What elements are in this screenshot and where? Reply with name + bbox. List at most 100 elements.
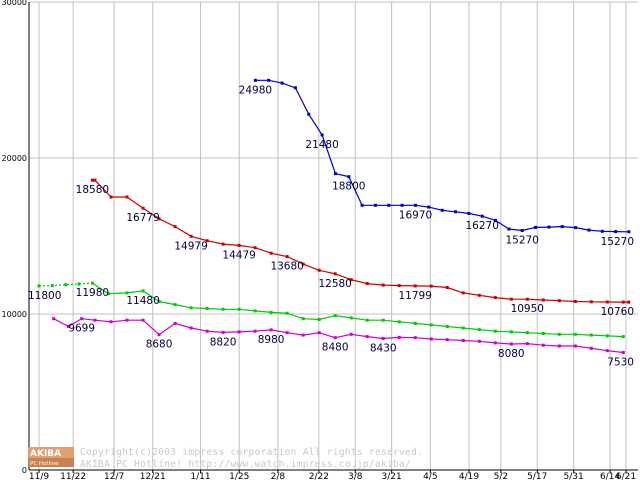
point-blue bbox=[614, 230, 618, 234]
point-green bbox=[253, 309, 257, 313]
point-red bbox=[445, 286, 449, 289]
point-green bbox=[221, 307, 225, 311]
y-tick-label: 10000 bbox=[2, 310, 27, 319]
point-red bbox=[237, 243, 241, 247]
point-green bbox=[37, 284, 41, 288]
data-label-blue: 16970 bbox=[399, 209, 432, 221]
point-green bbox=[157, 300, 161, 303]
point-blue bbox=[587, 228, 591, 232]
point-magenta bbox=[557, 344, 561, 348]
point-green bbox=[285, 311, 289, 315]
point-red bbox=[627, 300, 631, 304]
point-blue bbox=[494, 218, 497, 222]
point-red bbox=[605, 300, 609, 304]
point-red bbox=[349, 278, 353, 282]
data-label-red: 10760 bbox=[601, 306, 634, 318]
point-red bbox=[621, 300, 625, 304]
point-red bbox=[141, 206, 145, 210]
data-label-red: 13680 bbox=[270, 261, 303, 273]
point-blue bbox=[560, 225, 564, 229]
point-magenta bbox=[253, 329, 257, 333]
point-green bbox=[541, 332, 545, 335]
point-blue bbox=[627, 230, 631, 234]
data-label-magenta: 9699 bbox=[68, 323, 95, 335]
point-blue bbox=[534, 225, 537, 229]
y-axis-ticks: 0 10000 20000 30000 bbox=[2, 0, 27, 475]
point-green bbox=[64, 283, 68, 287]
point-blue bbox=[440, 208, 444, 212]
point-red bbox=[573, 300, 577, 303]
point-blue bbox=[307, 112, 311, 116]
point-blue bbox=[507, 227, 511, 231]
point-green bbox=[477, 328, 481, 332]
point-green bbox=[189, 306, 193, 310]
data-label-red: 10950 bbox=[511, 303, 544, 315]
point-magenta bbox=[189, 326, 193, 330]
point-green bbox=[557, 332, 561, 336]
point-blue bbox=[574, 226, 578, 230]
point-blue bbox=[414, 203, 417, 207]
point-green bbox=[50, 284, 54, 288]
point-green bbox=[173, 303, 177, 307]
point-red bbox=[109, 195, 113, 199]
point-magenta bbox=[461, 339, 465, 342]
point-red bbox=[429, 284, 433, 288]
point-green bbox=[141, 289, 145, 293]
logo-top-box bbox=[28, 447, 74, 458]
point-magenta bbox=[397, 335, 401, 339]
point-magenta bbox=[365, 335, 369, 339]
series-line-green-dotted bbox=[38, 282, 93, 287]
point-red bbox=[125, 195, 129, 199]
point-green bbox=[205, 307, 209, 310]
x-tick-label: 4/19 bbox=[459, 472, 479, 480]
x-tick-label: 1/25 bbox=[229, 472, 249, 480]
data-label-blue: 21480 bbox=[305, 139, 338, 151]
point-magenta bbox=[509, 342, 513, 346]
point-red bbox=[301, 262, 305, 266]
data-label-red: 14479 bbox=[222, 249, 255, 261]
point-green bbox=[106, 292, 110, 296]
data-label-blue: 15270 bbox=[506, 235, 539, 247]
point-green bbox=[509, 330, 513, 334]
x-axis-ticks: 11/9 11/22 12/7 12/21 1/11 1/25 2/8 2/22 3/8 3/21… bbox=[29, 470, 636, 480]
series-group bbox=[37, 78, 631, 354]
point-magenta bbox=[541, 343, 545, 347]
data-label-red: 14979 bbox=[174, 240, 207, 252]
point-blue bbox=[427, 205, 431, 209]
x-tick-label: 5/31 bbox=[564, 472, 584, 480]
point-red bbox=[397, 284, 401, 288]
x-tick-label: 2/22 bbox=[309, 472, 329, 480]
x-tick-label: 12/21 bbox=[140, 472, 166, 480]
point-green bbox=[493, 329, 497, 333]
x-tick-label: 11/22 bbox=[60, 472, 86, 480]
data-label-green: 11980 bbox=[76, 287, 109, 299]
point-blue bbox=[520, 229, 524, 232]
point-green bbox=[573, 332, 577, 336]
data-label-green: 11480 bbox=[126, 295, 159, 307]
point-red bbox=[493, 296, 497, 300]
data-labels: 24980 21480 18800 16970 16270 15270 15270 18580… bbox=[28, 84, 634, 368]
point-blue bbox=[267, 78, 271, 82]
point-blue bbox=[400, 203, 404, 207]
x-tick-label: 3/21 bbox=[382, 472, 402, 480]
point-red bbox=[173, 225, 177, 229]
point-magenta bbox=[93, 318, 97, 322]
data-label-magenta: 7530 bbox=[607, 357, 634, 369]
x-tick-label: 3/8 bbox=[348, 472, 363, 480]
x-tick-label: 4/5 bbox=[423, 472, 437, 480]
point-red bbox=[461, 291, 465, 295]
x-tick-label: 5/17 bbox=[527, 472, 547, 480]
data-label-magenta: 8480 bbox=[322, 342, 349, 354]
point-green bbox=[301, 317, 305, 321]
data-label-blue: 24980 bbox=[239, 84, 272, 96]
y-tick-label: 30000 bbox=[2, 0, 27, 7]
point-blue bbox=[454, 210, 457, 214]
point-green bbox=[589, 333, 593, 337]
site-url-text: AKIBA PC Hotline! http://www.watch.impre… bbox=[80, 459, 411, 470]
data-label-blue: 16270 bbox=[465, 220, 498, 232]
point-blue bbox=[253, 78, 257, 82]
data-label-magenta: 8430 bbox=[370, 342, 397, 354]
point-red bbox=[157, 217, 161, 221]
point-magenta bbox=[493, 341, 497, 345]
